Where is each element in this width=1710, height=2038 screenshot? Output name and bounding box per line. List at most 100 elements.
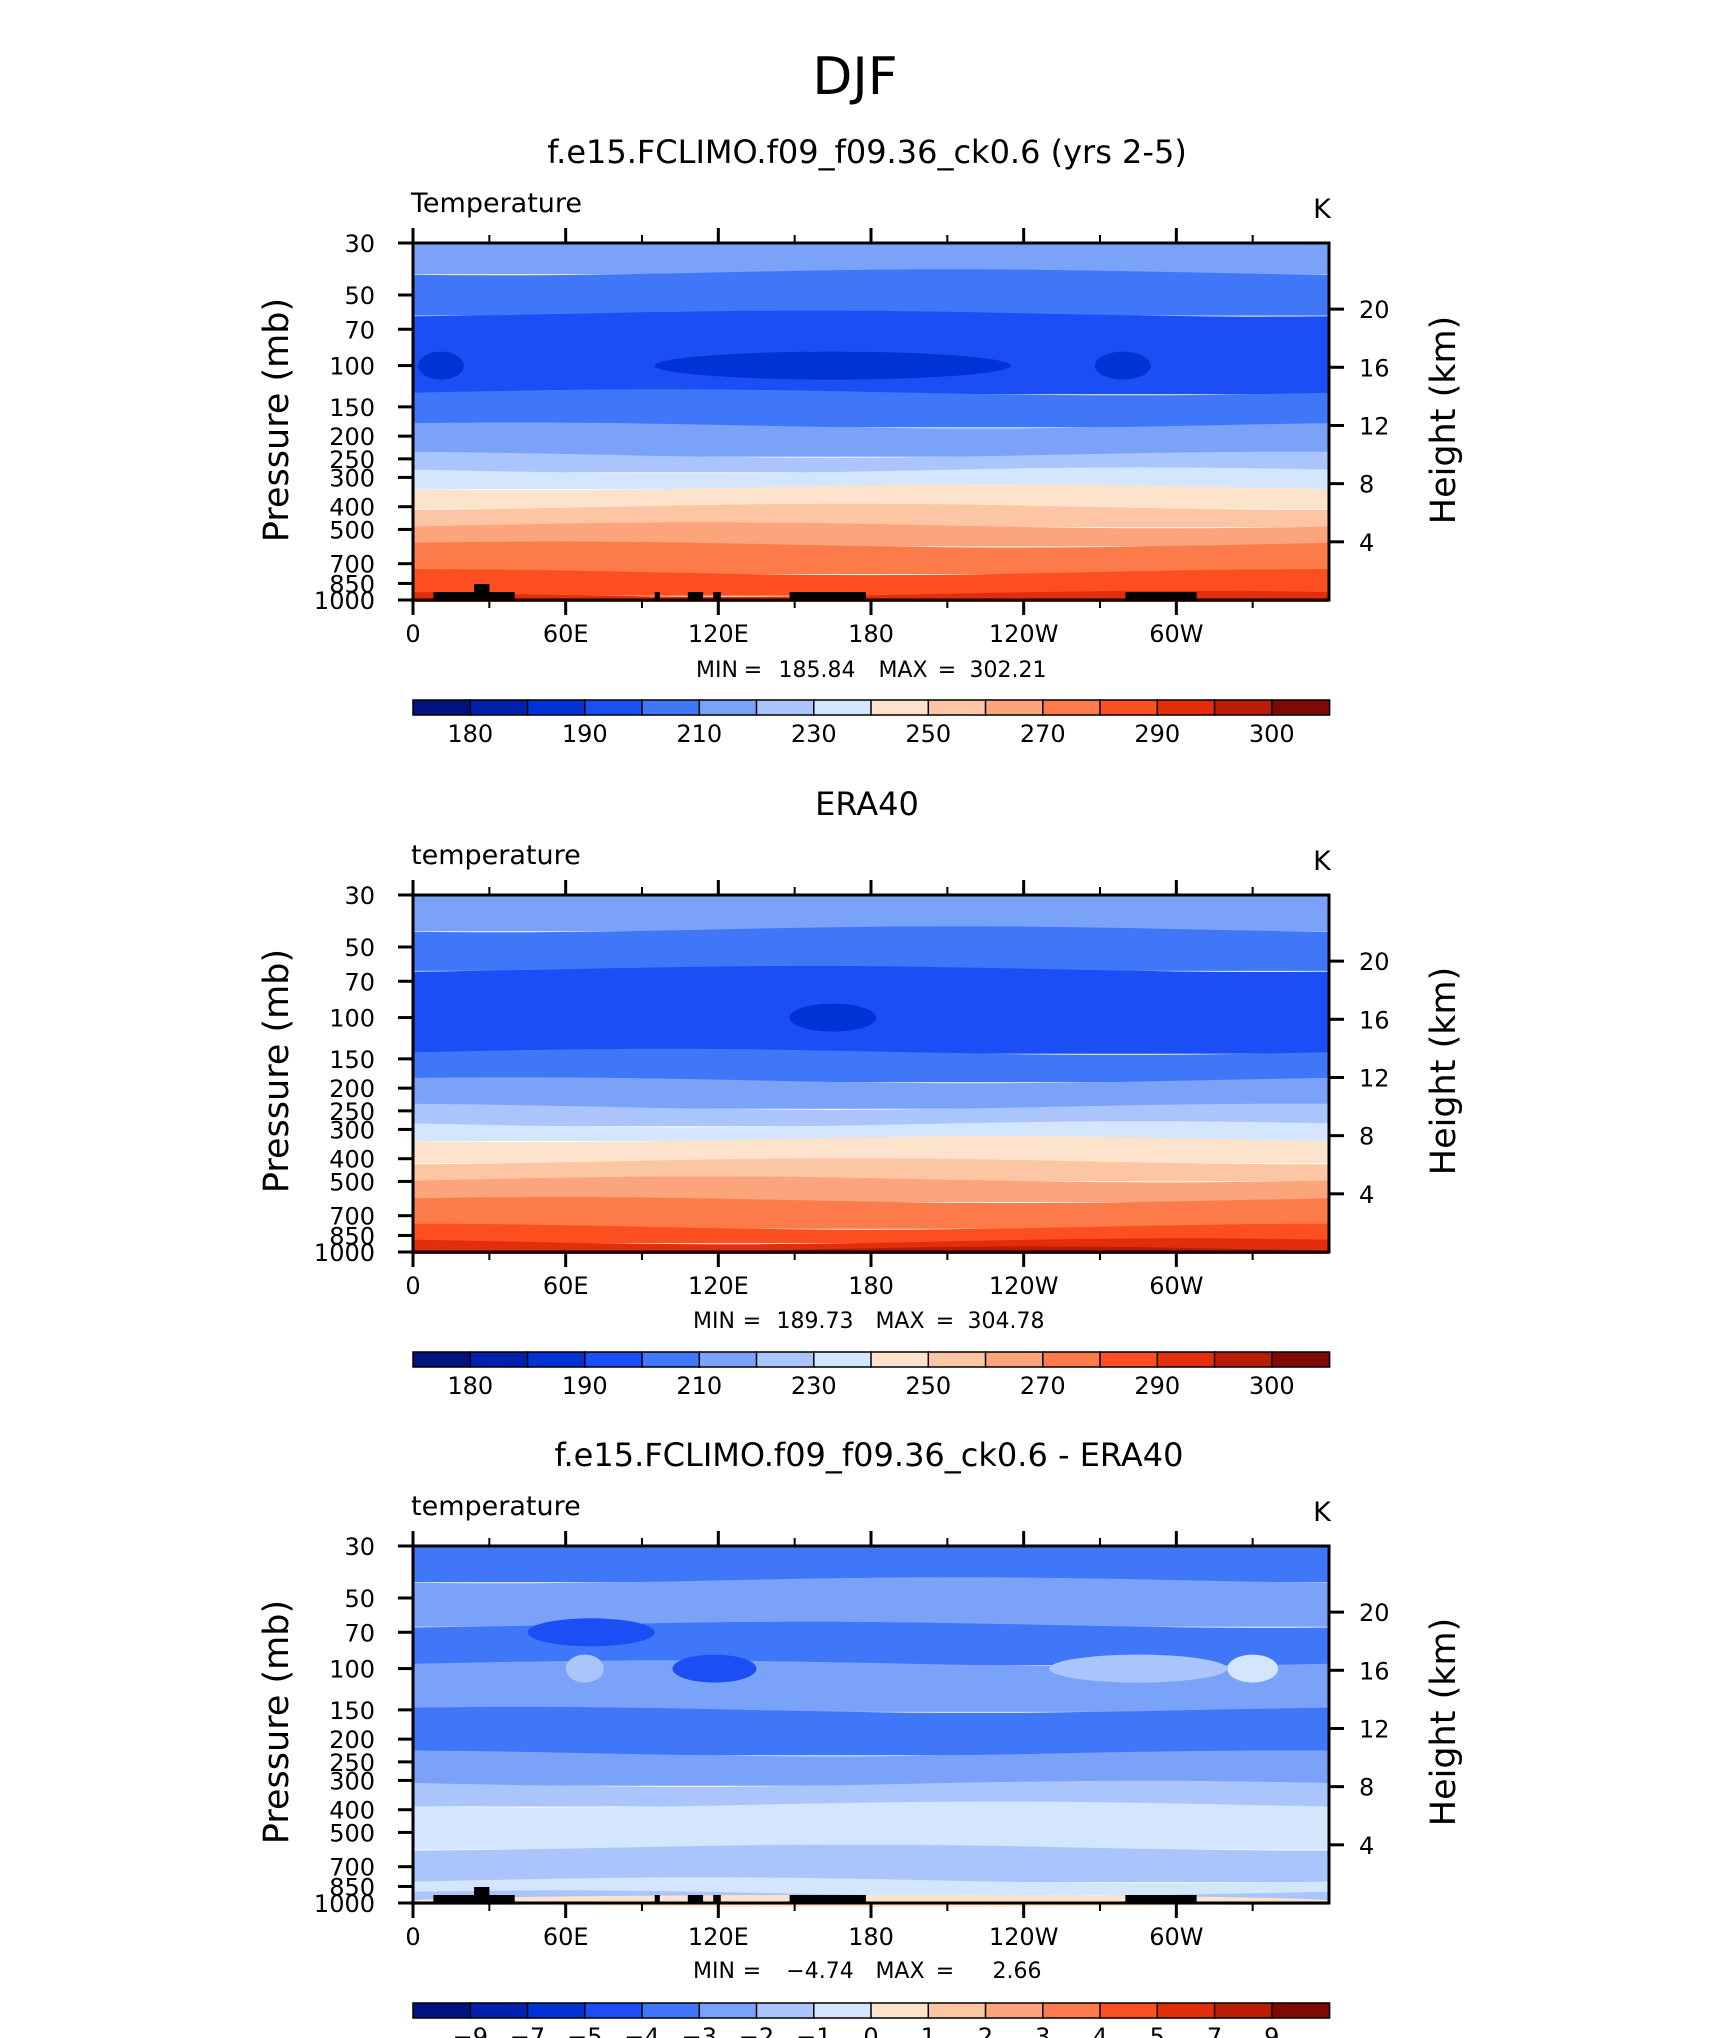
x-tick-label: 60W	[1149, 620, 1203, 648]
panel-title: f.e15.FCLIMO.f09_f09.36_ck0.6 - ERA40	[555, 1436, 1184, 1474]
contour-feature	[565, 1654, 604, 1683]
colorbar-label: 250	[905, 720, 951, 748]
colorbar-swatch	[870, 699, 930, 716]
x-tick-label: 60E	[543, 1923, 589, 1951]
y-tick-label: 200	[329, 423, 375, 451]
colorbar-swatch	[870, 1351, 930, 1368]
colorbar-swatch	[469, 699, 529, 716]
min-value: −4.74	[786, 1959, 853, 1984]
contour-band	[413, 522, 1329, 547]
colorbar-label: 2	[978, 2023, 993, 2038]
x-tick-label: 120E	[688, 1923, 749, 1951]
max-label: MAX	[878, 658, 927, 683]
contour-band	[413, 1546, 1329, 1583]
y-tick-label: 30	[344, 882, 375, 910]
colorbar-swatch	[469, 1351, 529, 1368]
y-tick-label: 300	[329, 464, 375, 492]
contour-band	[413, 1136, 1329, 1164]
colorbar-swatch	[412, 1351, 472, 1368]
y-axis-label: Pressure (mb)	[257, 298, 297, 542]
colorbar-swatch	[698, 699, 758, 716]
y-tick-label: 700	[329, 551, 375, 579]
colorbar-label: 300	[1249, 1372, 1295, 1400]
colorbar-label: −4	[624, 2023, 659, 2038]
contour-band	[413, 541, 1329, 575]
y-tick-label: 850	[329, 1873, 375, 1901]
units-label: K	[1313, 194, 1332, 225]
colorbar-swatch	[526, 2002, 587, 2019]
colorbar-label: 3	[1035, 2023, 1050, 2038]
y-tick-label: 50	[344, 282, 375, 310]
y-tick-label: 150	[329, 1697, 375, 1725]
y2-tick-label: 4	[1359, 1832, 1374, 1860]
panel-title: ERA40	[815, 785, 919, 823]
terrain-mask	[1125, 1895, 1197, 1903]
colorbar-swatch	[641, 1351, 701, 1368]
contour-band	[413, 965, 1329, 1054]
y-tick-label: 100	[329, 1005, 375, 1033]
variable-label: temperature	[411, 840, 581, 871]
contour-band	[413, 269, 1329, 316]
contour-band	[413, 926, 1329, 971]
contour-feature	[1094, 351, 1151, 380]
units-label: K	[1313, 1497, 1332, 1528]
y-tick-label: 70	[344, 316, 375, 344]
contour-feature	[527, 1618, 655, 1647]
y2-tick-label: 12	[1359, 1715, 1390, 1743]
min-label: MIN	[696, 658, 738, 683]
colorbar-swatch	[755, 1351, 816, 1368]
equals-sign: =	[938, 658, 956, 683]
colorbar-swatch	[1213, 2002, 1274, 2019]
y2-tick-label: 4	[1359, 1181, 1374, 1209]
x-tick-label: 120E	[688, 1272, 749, 1300]
y-axis-label: Pressure (mb)	[257, 949, 297, 1193]
colorbar-swatch	[412, 699, 472, 716]
y-tick-label: 50	[344, 934, 375, 962]
min-label: MIN	[693, 1309, 735, 1334]
axes: 0 60E 120E 180 120W 60W3050701001502002503004…	[314, 880, 1390, 1300]
colorbar-swatch	[813, 2002, 873, 2019]
y-axis-label: Pressure (mb)	[257, 1600, 297, 1844]
colorbar-swatch	[1271, 699, 1331, 716]
colorbar-swatch	[584, 1351, 644, 1368]
axes: 0 60E 120E 180 120W 60W3050701001502002503004…	[314, 228, 1390, 648]
colorbar-swatch	[1099, 2002, 1159, 2019]
contour-band	[413, 1158, 1329, 1182]
y2-axis-label: Height (km)	[1424, 316, 1464, 525]
colorbar-label: 230	[791, 720, 837, 748]
units-label: K	[1313, 846, 1332, 877]
terrain-mask	[433, 592, 485, 600]
x-tick-label: 60E	[543, 1272, 589, 1300]
x-tick-label: 180	[848, 1923, 894, 1951]
terrain-mask	[474, 584, 490, 600]
contour-band	[413, 1121, 1329, 1142]
min-value: 185.84	[779, 658, 856, 683]
x-tick-label: 60E	[543, 620, 589, 648]
colorbar-swatch	[1156, 1351, 1216, 1368]
equals-sign: =	[936, 1309, 954, 1334]
y-tick-label: 30	[344, 1533, 375, 1561]
contour-band	[413, 389, 1329, 428]
y-tick-label: 500	[329, 516, 375, 544]
contour-band	[413, 1176, 1329, 1202]
colorbar-swatch	[1042, 1351, 1102, 1368]
colorbar-label: 290	[1134, 720, 1180, 748]
contour-band	[413, 1844, 1329, 1883]
y2-tick-label: 20	[1359, 1599, 1390, 1627]
colorbar-swatch	[984, 1351, 1045, 1368]
max-label: MAX	[875, 1959, 924, 1984]
colorbar-swatch	[1042, 699, 1102, 716]
y-tick-label: 50	[344, 1585, 375, 1613]
min-label: MIN	[693, 1959, 735, 1984]
axes: 0 60E 120E 180 120W 60W3050701001502002503004…	[314, 1531, 1390, 1951]
colorbar-swatch	[755, 2002, 816, 2019]
colorbar-swatch	[1042, 2002, 1102, 2019]
contour-band	[413, 1706, 1329, 1756]
x-tick-label: 120W	[989, 1272, 1059, 1300]
y-tick-label: 70	[344, 968, 375, 996]
panel-title: f.e15.FCLIMO.f09_f09.36_ck0.6 (yrs 2-5)	[547, 133, 1187, 171]
colorbar-swatch	[1213, 699, 1274, 716]
colorbar-swatch	[870, 2002, 930, 2019]
terrain-mask	[687, 1895, 704, 1903]
